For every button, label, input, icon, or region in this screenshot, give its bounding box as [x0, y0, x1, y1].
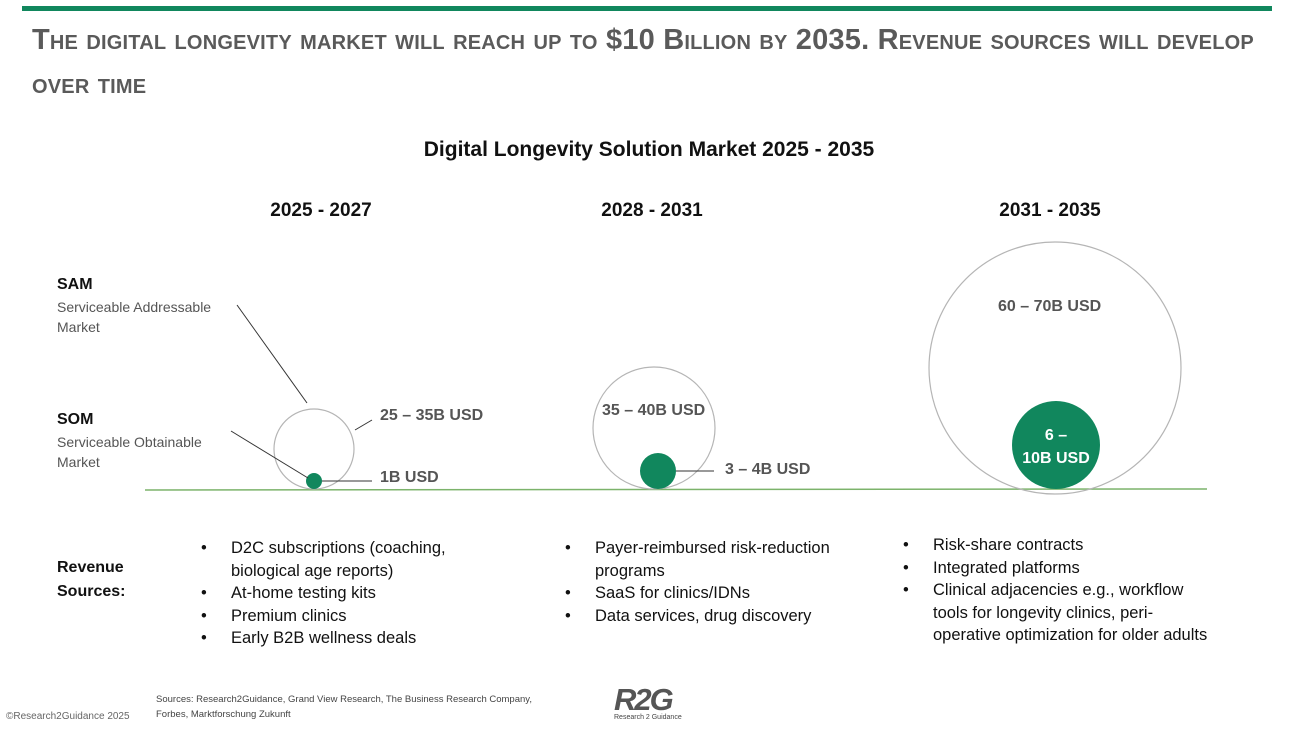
period-label-2: 2028 - 2031: [601, 200, 703, 221]
p1-som-value: 1B USD: [380, 469, 439, 486]
list-item: Clinical adjacencies e.g., workflow tool…: [903, 579, 1213, 647]
som-description: Serviceable Obtainable Market: [57, 434, 202, 470]
list-item: Premium clinics: [201, 605, 491, 628]
p1-sam-value: 25 – 35B USD: [380, 407, 484, 424]
p1-som-circle: [306, 473, 322, 489]
p3-som-value-line2: 10B USD: [1022, 450, 1090, 467]
list-item: Payer-reimbursed risk-reduction programs: [565, 537, 865, 582]
period-label-3: 2031 - 2035: [999, 200, 1101, 221]
r2g-logo: R2G Research 2 Guidance: [614, 682, 694, 722]
list-item: At-home testing kits: [201, 582, 491, 605]
p2-som-circle: [640, 453, 676, 489]
revenue-sources-label: Revenue Sources:: [57, 556, 125, 604]
list-item: SaaS for clinics/IDNs: [565, 582, 865, 605]
revenue-list-p3: Risk-share contracts Integrated platform…: [903, 534, 1213, 647]
som-callout-line: [230, 430, 309, 479]
sources-note: Sources: Research2Guidance, Grand View R…: [156, 692, 556, 722]
p3-sam-circle: [928, 241, 1182, 495]
p3-som-value: 6 – 10B USD: [1012, 424, 1100, 470]
logo-subtitle: Research 2 Guidance: [614, 714, 682, 721]
som-label: SOM: [57, 411, 94, 428]
sam-label: SAM: [57, 276, 93, 293]
copyright: ©Research2Guidance 2025: [6, 711, 130, 722]
baseline: [144, 488, 1208, 491]
p3-som-circle: [1012, 401, 1100, 489]
list-item: Integrated platforms: [903, 557, 1213, 580]
list-item: Risk-share contracts: [903, 534, 1213, 557]
page-title: The digital longevity market will reach …: [32, 24, 1254, 100]
sources-line1: Sources: Research2Guidance, Grand View R…: [156, 694, 532, 705]
p2-sam-value: 35 – 40B USD: [602, 402, 706, 419]
list-item: D2C subscriptions (coaching, biological …: [201, 537, 491, 582]
logo-mark: R2G: [614, 682, 674, 717]
p2-som-value: 3 – 4B USD: [725, 461, 811, 478]
revenue-list-p2: Payer-reimbursed risk-reduction programs…: [565, 537, 865, 627]
period-label-1: 2025 - 2027: [270, 200, 372, 221]
revenue-label-line2: Sources:: [57, 583, 126, 600]
p3-som-value-line1: 6 –: [1044, 427, 1068, 444]
p1-sam-leader: [354, 419, 373, 431]
p2-sam-circle: [592, 366, 716, 490]
top-accent-bar: [22, 6, 1272, 11]
list-item: Early B2B wellness deals: [201, 627, 491, 650]
sam-callout-line: [236, 304, 308, 404]
sam-description: Serviceable Addressable Market: [57, 299, 212, 335]
chart-title: Digital Longevity Solution Market 2025 -…: [423, 138, 875, 161]
p3-sam-value: 60 – 70B USD: [998, 298, 1102, 315]
revenue-label-line1: Revenue: [57, 559, 124, 576]
sources-line2: Forbes, Marktforschung Zukunft: [156, 709, 291, 720]
list-item: Data services, drug discovery: [565, 605, 865, 628]
revenue-list-p1: D2C subscriptions (coaching, biological …: [201, 537, 491, 650]
